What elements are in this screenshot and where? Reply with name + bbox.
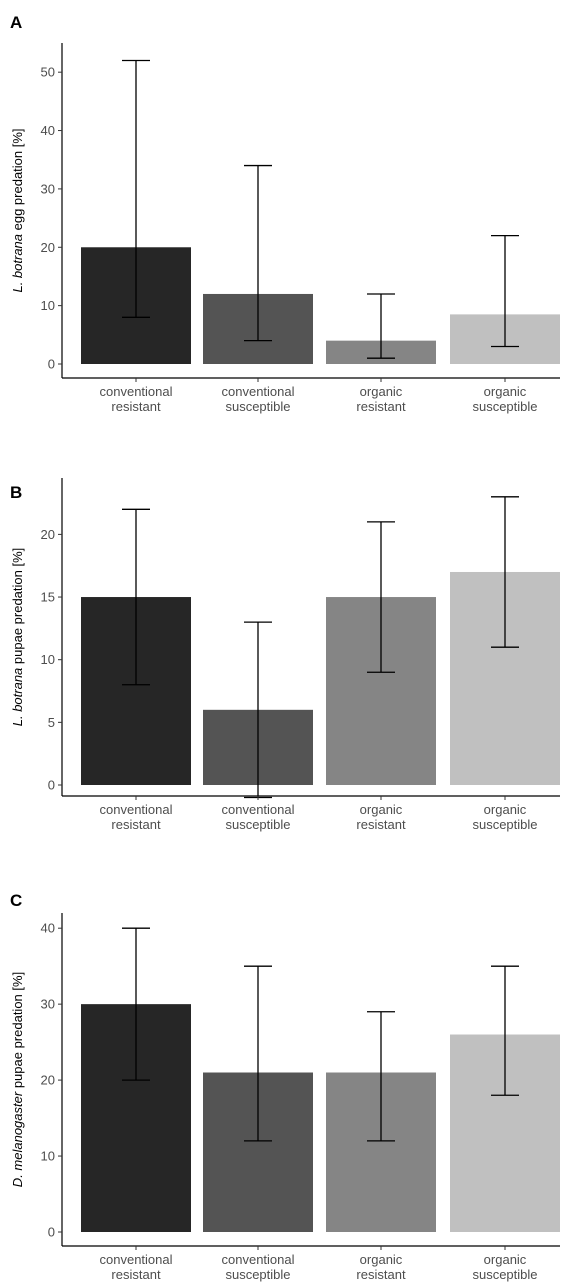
x-tick-label: conventional susceptible <box>222 1252 295 1282</box>
x-tick-label-line: conventional <box>100 1252 173 1267</box>
x-tick-label-line: conventional <box>222 1252 295 1267</box>
y-tick-label: 30 <box>41 181 55 196</box>
x-tick-label-line: resistant <box>111 1267 161 1282</box>
x-tick-label-line: resistant <box>356 1267 406 1282</box>
x-tick-label-line: resistant <box>111 817 161 832</box>
x-tick-label: conventional susceptible <box>222 802 295 832</box>
x-tick-label: organic susceptible <box>472 802 537 832</box>
x-tick-label: conventional resistant <box>100 1252 173 1282</box>
x-tick-label-line: susceptible <box>225 817 290 832</box>
x-tick-label-line: organic <box>360 1252 403 1267</box>
x-tick-label-line: conventional <box>100 802 173 817</box>
y-tick-label: 20 <box>41 527 55 542</box>
x-tick-label: organic susceptible <box>472 384 537 414</box>
x-tick-label-line: organic <box>360 384 403 399</box>
y-axis-label: D. melanogaster pupae predation [%] <box>10 972 25 1187</box>
y-tick-label: 20 <box>41 1073 55 1088</box>
y-tick-label: 5 <box>48 715 55 730</box>
x-tick-label-line: resistant <box>356 817 406 832</box>
x-tick-label: organic susceptible <box>472 1252 537 1282</box>
y-axis-label: L. botrana pupae predation [%] <box>10 548 25 727</box>
x-tick-label-line: conventional <box>100 384 173 399</box>
x-tick-label-line: resistant <box>356 399 406 414</box>
y-tick-label: 10 <box>41 298 55 313</box>
panel-letter: B <box>10 483 22 502</box>
y-axis-label-rest: egg predation [%] <box>10 128 25 234</box>
x-tick-label: conventional resistant <box>100 802 173 832</box>
x-tick-label-line: resistant <box>111 399 161 414</box>
x-tick-label-line: organic <box>484 384 527 399</box>
y-tick-label: 10 <box>41 652 55 667</box>
y-tick-label: 50 <box>41 65 55 80</box>
y-axis-label: L. botrana egg predation [%] <box>10 128 25 292</box>
y-axis-label-rest: pupae predation [%] <box>10 548 25 668</box>
y-tick-label: 40 <box>41 921 55 936</box>
y-tick-label: 15 <box>41 590 55 605</box>
x-tick-label-line: susceptible <box>472 1267 537 1282</box>
y-tick-label: 40 <box>41 123 55 138</box>
y-tick-label: 30 <box>41 997 55 1012</box>
panel-letter: A <box>10 13 22 32</box>
x-tick-label-line: susceptible <box>225 1267 290 1282</box>
y-tick-label: 0 <box>48 357 55 372</box>
y-tick-label: 10 <box>41 1149 55 1164</box>
x-tick-label-line: conventional <box>222 384 295 399</box>
y-tick-label: 20 <box>41 240 55 255</box>
y-axis-label-italic: L. botrana <box>10 234 25 293</box>
y-axis-label-italic: L. botrana <box>10 668 25 727</box>
y-axis-label-italic: D. melanogaster <box>10 1091 25 1187</box>
y-axis-label-rest: pupae predation [%] <box>10 972 25 1092</box>
x-tick-label: organic resistant <box>356 802 406 832</box>
x-tick-label-line: organic <box>360 802 403 817</box>
x-tick-label: conventional resistant <box>100 384 173 414</box>
x-tick-label-line: susceptible <box>472 399 537 414</box>
x-tick-label-line: susceptible <box>472 817 537 832</box>
x-tick-label-line: conventional <box>222 802 295 817</box>
panel-letter: C <box>10 891 22 910</box>
y-tick-label: 0 <box>48 1225 55 1240</box>
x-tick-label-line: organic <box>484 1252 527 1267</box>
x-tick-label: organic resistant <box>356 1252 406 1282</box>
x-tick-label-line: susceptible <box>225 399 290 414</box>
x-tick-label: conventional susceptible <box>222 384 295 414</box>
y-tick-label: 0 <box>48 778 55 793</box>
x-tick-label: organic resistant <box>356 384 406 414</box>
x-tick-label-line: organic <box>484 802 527 817</box>
